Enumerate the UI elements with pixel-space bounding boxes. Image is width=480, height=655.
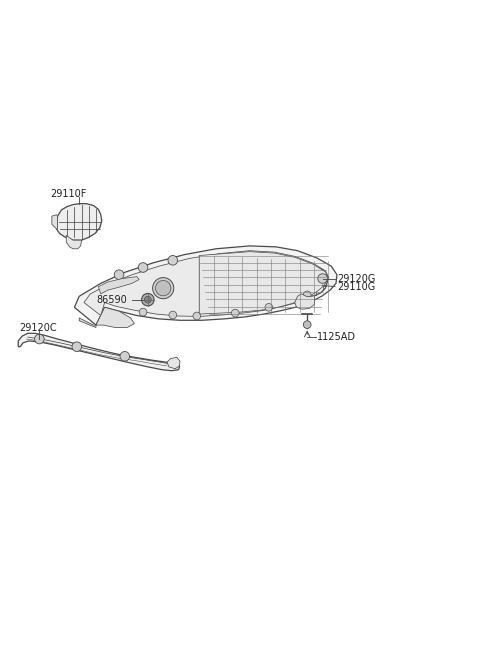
Circle shape bbox=[265, 303, 273, 311]
Polygon shape bbox=[79, 318, 96, 328]
Circle shape bbox=[144, 296, 151, 303]
Polygon shape bbox=[66, 235, 82, 249]
Text: 29120G: 29120G bbox=[337, 274, 375, 284]
Text: 29110G: 29110G bbox=[337, 282, 375, 291]
Circle shape bbox=[114, 270, 124, 280]
Polygon shape bbox=[96, 307, 134, 328]
Polygon shape bbox=[52, 215, 58, 229]
Circle shape bbox=[168, 255, 178, 265]
Circle shape bbox=[303, 291, 311, 299]
Polygon shape bbox=[295, 294, 314, 309]
Polygon shape bbox=[74, 246, 337, 325]
Circle shape bbox=[153, 278, 174, 299]
Circle shape bbox=[231, 309, 239, 317]
Circle shape bbox=[193, 312, 201, 320]
Text: 29110F: 29110F bbox=[50, 189, 86, 199]
Polygon shape bbox=[84, 251, 329, 316]
Circle shape bbox=[156, 280, 171, 296]
Circle shape bbox=[138, 263, 148, 272]
Text: 29120C: 29120C bbox=[19, 324, 57, 333]
Polygon shape bbox=[199, 252, 328, 314]
Polygon shape bbox=[57, 204, 102, 240]
Circle shape bbox=[303, 321, 311, 328]
Polygon shape bbox=[18, 333, 180, 371]
Circle shape bbox=[318, 274, 327, 284]
Circle shape bbox=[142, 293, 154, 306]
Circle shape bbox=[72, 342, 82, 352]
Text: 1125AD: 1125AD bbox=[317, 332, 356, 342]
Polygon shape bbox=[98, 276, 139, 294]
Circle shape bbox=[139, 309, 147, 316]
Text: 86590: 86590 bbox=[96, 295, 127, 305]
Polygon shape bbox=[167, 357, 180, 369]
Polygon shape bbox=[297, 267, 327, 297]
Circle shape bbox=[120, 352, 130, 361]
Circle shape bbox=[35, 334, 44, 344]
Circle shape bbox=[169, 311, 177, 319]
